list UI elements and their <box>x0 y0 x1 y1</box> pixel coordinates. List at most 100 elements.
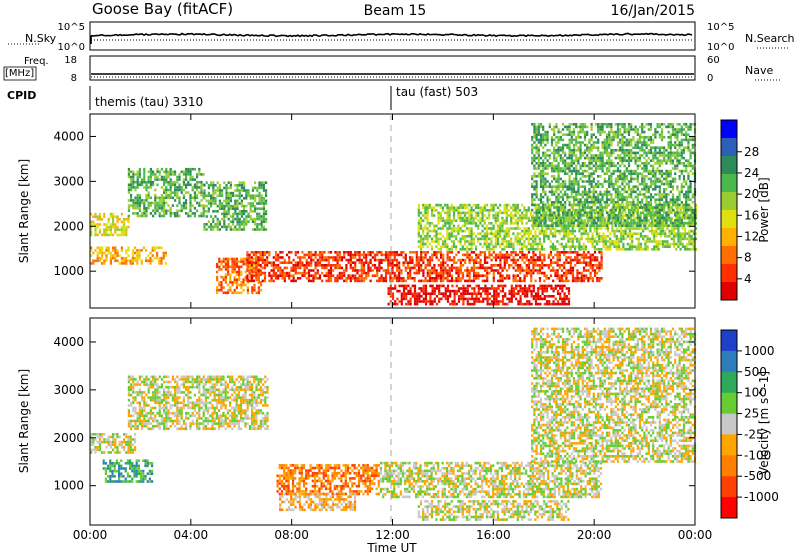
echo-cell <box>512 222 514 225</box>
echo-cell <box>524 290 526 293</box>
echo-cell <box>260 289 262 292</box>
echo-cell <box>538 157 540 160</box>
echo-cell <box>551 222 553 225</box>
echo-cell <box>591 198 593 201</box>
echo-cell <box>636 232 638 235</box>
echo-cell <box>506 214 508 217</box>
echo-cell <box>460 261 462 264</box>
echo-cell <box>427 300 429 303</box>
echo-cell <box>438 290 440 293</box>
echo-cell <box>577 198 579 201</box>
echo-cell <box>533 222 535 225</box>
echo-cell <box>475 277 477 280</box>
echo-cell <box>560 159 562 162</box>
echo-cell <box>588 162 590 165</box>
echo-cell <box>398 254 400 257</box>
echo-cell <box>605 238 607 241</box>
echo-cell <box>532 243 534 246</box>
echo-cell <box>103 223 105 226</box>
echo-cell <box>499 277 501 280</box>
echo-cell <box>530 243 532 246</box>
echo-cell <box>533 128 535 131</box>
echo-cell <box>185 171 187 174</box>
echo-cell <box>577 204 579 207</box>
echo-cell <box>571 139 573 142</box>
echo-cell <box>593 198 595 201</box>
echo-cell <box>484 219 486 222</box>
echo-cell <box>573 222 575 225</box>
echo-cell <box>194 178 196 181</box>
echo-cell <box>194 186 196 189</box>
echo-cell <box>574 245 576 248</box>
echo-cell <box>582 154 584 157</box>
echo-cell <box>601 277 603 280</box>
echo-cell <box>409 261 411 264</box>
echo-cell <box>258 215 260 218</box>
echo-cell <box>486 227 488 230</box>
echo-cell <box>580 136 582 139</box>
echo-cell <box>457 225 459 228</box>
echo-cell <box>477 261 479 264</box>
echo-cell <box>473 298 475 301</box>
echo-cell <box>553 303 555 306</box>
echo-cell <box>108 221 110 224</box>
echo-cell <box>116 252 118 255</box>
echo-cell <box>394 272 396 275</box>
echo-cell <box>682 235 684 238</box>
echo-cell <box>551 201 553 204</box>
echo-cell <box>578 245 580 248</box>
echo-cell <box>664 235 666 238</box>
echo-cell <box>206 210 208 213</box>
echo-cell <box>266 256 268 259</box>
echo-cell <box>565 227 567 230</box>
echo-cell <box>620 227 622 230</box>
echo-cell <box>537 248 539 251</box>
echo-cell <box>547 224 549 227</box>
echo-cell <box>499 225 501 228</box>
echo-cell <box>506 240 508 243</box>
echo-cell <box>154 247 156 250</box>
echo-cell <box>526 214 528 217</box>
echo-cell <box>528 206 530 209</box>
echo-cell <box>154 249 156 252</box>
echo-cell <box>263 218 265 221</box>
echo-cell <box>110 226 112 229</box>
echo-cell <box>257 264 259 267</box>
echo-cell <box>112 215 114 218</box>
echo-cell <box>321 267 323 270</box>
echo-cell <box>163 184 165 187</box>
echo-cell <box>110 223 112 226</box>
echo-cell <box>137 176 139 179</box>
echo-cell <box>591 136 593 139</box>
echo-cell <box>387 267 389 270</box>
echo-cell <box>573 209 575 212</box>
echo-cell <box>112 257 114 260</box>
echo-cell <box>228 181 230 184</box>
echo-cell <box>263 213 265 216</box>
echo-cell <box>225 213 227 216</box>
echo-cell <box>429 269 431 272</box>
echo-cell <box>554 235 556 238</box>
echo-cell <box>541 245 543 248</box>
echo-cell <box>584 149 586 152</box>
echo-cell <box>258 184 260 187</box>
echo-cell <box>241 223 243 226</box>
echo-cell <box>584 185 586 188</box>
echo-cell <box>356 254 358 257</box>
echo-cell <box>591 159 593 162</box>
echo-cell <box>163 212 165 215</box>
echo-cell <box>519 248 521 251</box>
echo-cell <box>466 267 468 270</box>
echo-cell <box>388 287 390 290</box>
echo-cell <box>464 222 466 225</box>
echo-cell <box>236 187 238 190</box>
echo-cell <box>673 238 675 241</box>
echo-cell <box>499 245 501 248</box>
echo-cell <box>440 214 442 217</box>
echo-cell <box>409 269 411 272</box>
echo-cell <box>221 194 223 197</box>
echo-cell <box>189 204 191 207</box>
echo-cell <box>156 184 158 187</box>
echo-cell <box>486 269 488 272</box>
echo-cell <box>510 206 512 209</box>
